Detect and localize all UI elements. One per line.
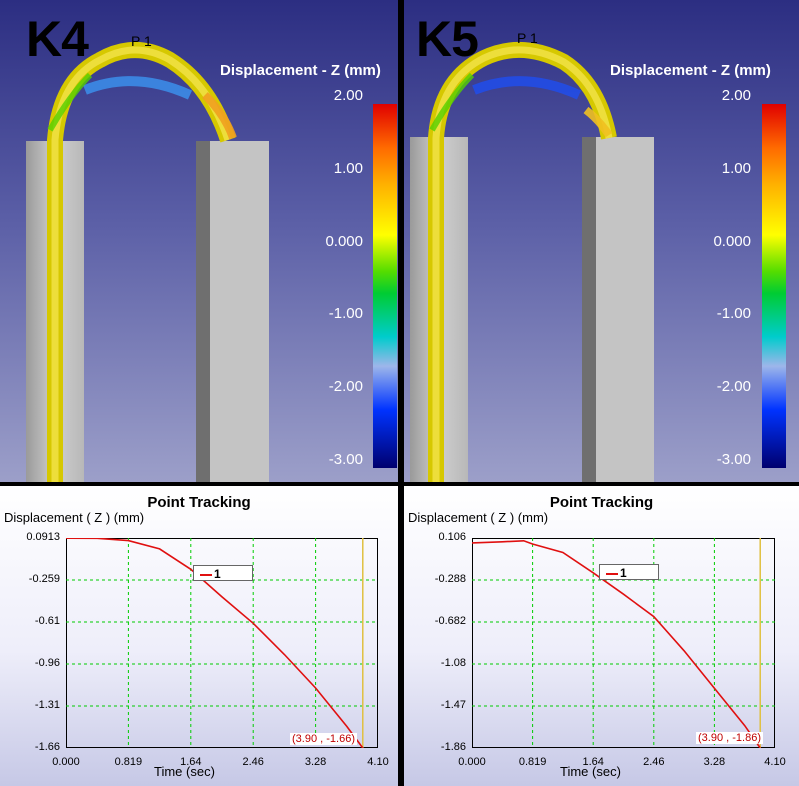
model-viewport[interactable]: K4 P 1 Displacement - Z (mm) 2.00 1.00 0… xyxy=(0,0,398,482)
right-support-shadow xyxy=(582,137,596,482)
right-support-shadow xyxy=(196,141,210,482)
y-tick-label: 0.106 xyxy=(438,531,466,543)
y-tick-label: -0.259 xyxy=(28,573,60,585)
legend-label: 1 xyxy=(620,566,627,580)
displacement-vectors-low xyxy=(472,76,582,100)
series-line-1 xyxy=(66,538,364,748)
scale-tick: 0.000 xyxy=(713,233,751,250)
scale-tick: -2.00 xyxy=(328,378,363,395)
x-tick-label: 0.000 xyxy=(458,756,486,768)
chart-legend[interactable]: 1 xyxy=(193,565,253,581)
chart-legend[interactable]: 1 xyxy=(599,564,659,580)
y-tick-label: -1.47 xyxy=(440,699,466,711)
scale-tick: -2.00 xyxy=(716,378,751,395)
point-marker-label: P 1 xyxy=(517,30,538,46)
y-tick-label: -1.08 xyxy=(440,657,466,669)
x-tick-label: 4.10 xyxy=(764,756,786,768)
displacement-vectors-low xyxy=(83,76,193,100)
panel-k4: K4 P 1 Displacement - Z (mm) 2.00 1.00 0… xyxy=(0,0,398,786)
x-tick-label: 1.64 xyxy=(180,756,202,768)
y-tick-label: -1.86 xyxy=(440,741,466,753)
color-scale-bar xyxy=(762,104,786,468)
x-tick-label: 0.819 xyxy=(114,756,143,768)
scale-tick: 0.000 xyxy=(325,233,363,250)
x-tick-label: 4.10 xyxy=(367,756,389,768)
model-render xyxy=(410,42,654,482)
displacement-vectors-right xyxy=(583,106,613,138)
x-tick-label: 0.000 xyxy=(52,756,80,768)
x-axis-label: Time (sec) xyxy=(560,764,621,779)
y-tick-label: -0.96 xyxy=(34,657,60,669)
plot-frame xyxy=(66,538,378,748)
series-line-1 xyxy=(472,539,761,748)
chart-title: Point Tracking xyxy=(147,494,251,511)
right-support-block xyxy=(210,141,269,482)
point-marker-label: P 1 xyxy=(131,33,152,49)
panel-title: K4 xyxy=(26,11,89,67)
x-tick-label: 2.46 xyxy=(242,756,264,768)
scale-tick: 1.00 xyxy=(721,160,751,177)
x-tick-label: 1.64 xyxy=(582,756,604,768)
y-tick-label: -0.288 xyxy=(434,573,466,585)
x-tick-label: 2.46 xyxy=(643,756,665,768)
scale-tick: 2.00 xyxy=(721,87,751,104)
y-tick-label: -0.61 xyxy=(34,615,60,627)
plot-frame xyxy=(472,538,775,748)
legend-swatch xyxy=(606,573,618,575)
x-tick-label: 3.28 xyxy=(304,756,327,768)
y-axis-label: Displacement ( Z ) (mm) xyxy=(4,510,145,525)
y-tick-label: -0.682 xyxy=(434,615,466,627)
scale-tick: -3.00 xyxy=(328,451,363,468)
x-tick-label: 0.819 xyxy=(518,756,547,768)
displacement-vectors-left xyxy=(429,72,475,132)
right-support-block xyxy=(596,137,654,482)
cursor-readout: (3.90 , -1.66) xyxy=(290,733,357,745)
point-tracking-chart[interactable]: Point Tracking Displacement ( Z ) (mm) 1… xyxy=(404,486,799,786)
legend-label: 1 xyxy=(214,567,221,581)
scale-tick: -3.00 xyxy=(716,451,751,468)
cursor-readout: (3.90 , -1.86) xyxy=(696,732,763,744)
y-tick-label: 0.0913 xyxy=(26,531,60,543)
displacement-vectors-left xyxy=(47,72,93,132)
legend-swatch xyxy=(200,574,212,576)
color-scale-title: Displacement - Z (mm) xyxy=(220,62,381,79)
model-viewport[interactable]: K5 P 1 Displacement - Z (mm) 2.00 1.00 0… xyxy=(404,0,799,482)
point-tracking-chart[interactable]: Point Tracking Displacement ( Z ) (mm) 1… xyxy=(0,486,398,786)
scale-tick: -1.00 xyxy=(716,305,751,322)
panel-k5: K5 P 1 Displacement - Z (mm) 2.00 1.00 0… xyxy=(404,0,799,786)
x-tick-label: 3.28 xyxy=(703,756,726,768)
displacement-vectors-right xyxy=(202,92,237,140)
x-axis-label: Time (sec) xyxy=(154,764,215,779)
color-scale-title: Displacement - Z (mm) xyxy=(610,62,771,79)
scale-tick: 1.00 xyxy=(333,160,363,177)
chart-plot-area xyxy=(66,538,378,748)
chart-plot-area xyxy=(472,538,775,748)
color-scale-bar xyxy=(373,104,397,468)
scale-tick: -1.00 xyxy=(328,305,363,322)
y-axis-label: Displacement ( Z ) (mm) xyxy=(408,510,549,525)
y-tick-label: -1.31 xyxy=(34,699,60,711)
panel-title: K5 xyxy=(416,11,479,67)
chart-title: Point Tracking xyxy=(549,494,654,511)
y-tick-label: -1.66 xyxy=(34,741,60,753)
scale-tick: 2.00 xyxy=(333,87,363,104)
model-render xyxy=(26,42,269,482)
